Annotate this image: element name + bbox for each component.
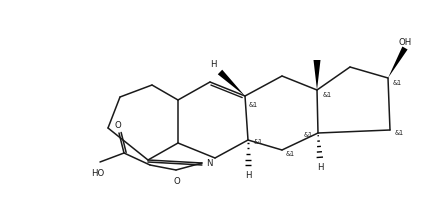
Polygon shape	[388, 47, 408, 78]
Text: HO: HO	[91, 169, 104, 178]
Text: O: O	[114, 122, 121, 130]
Text: &1: &1	[285, 151, 295, 157]
Text: N: N	[206, 160, 212, 168]
Text: H: H	[245, 171, 251, 181]
Text: OH: OH	[399, 37, 412, 47]
Text: &1: &1	[253, 139, 263, 145]
Text: &1: &1	[323, 92, 332, 98]
Polygon shape	[313, 60, 320, 90]
Polygon shape	[218, 70, 245, 96]
Text: &1: &1	[249, 102, 257, 108]
Text: H: H	[210, 60, 216, 69]
Text: &1: &1	[303, 132, 312, 138]
Text: &1: &1	[392, 80, 402, 86]
Text: &1: &1	[395, 130, 403, 136]
Text: O: O	[173, 177, 180, 186]
Text: H: H	[317, 164, 323, 172]
